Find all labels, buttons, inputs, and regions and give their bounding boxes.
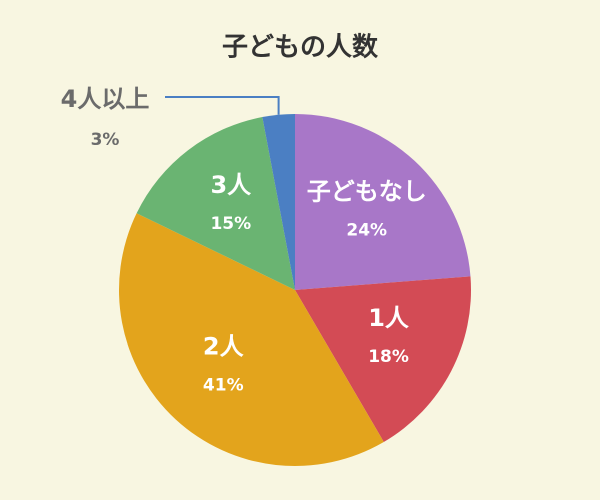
value-label: 24% bbox=[346, 220, 387, 240]
value-label: 15% bbox=[210, 214, 251, 234]
slice-label: 子どもなし bbox=[307, 177, 427, 205]
value-label: 18% bbox=[368, 347, 409, 367]
value-label: 41% bbox=[203, 376, 244, 396]
slice-label: 4人以上 bbox=[61, 85, 150, 113]
pie-slice bbox=[136, 117, 295, 290]
pie-slice bbox=[295, 276, 472, 442]
chart-title: 子どもの人数 bbox=[222, 33, 379, 63]
slice-label: 2人 bbox=[203, 333, 244, 361]
pie-slice bbox=[262, 114, 295, 290]
value-label: 3% bbox=[91, 130, 120, 150]
pie-slice bbox=[119, 213, 384, 466]
leader-line bbox=[165, 96, 280, 115]
slice-label: 1人 bbox=[368, 304, 409, 332]
slice-label: 3人 bbox=[210, 171, 251, 199]
pie-slice bbox=[295, 114, 471, 290]
